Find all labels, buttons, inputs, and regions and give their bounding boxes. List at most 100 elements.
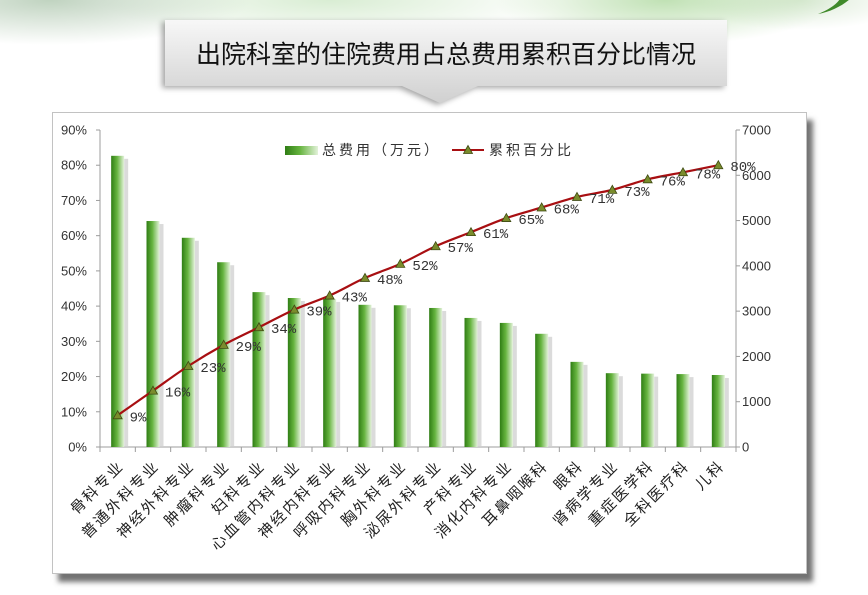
bar-shadow [583,364,588,447]
data-label: 23% [200,361,226,377]
bar [641,373,655,447]
line-marker [253,321,265,332]
right-axis-tick-label: 0 [742,440,749,455]
line-marker [501,212,512,222]
page-title: 出院科室的住院费用占总费用累积百分比情况 [195,40,696,69]
axes: 0% 10% 20% 30% 40% 50% 60% 70% 80% 90% 0 1000 2000 30… [61,123,771,455]
bar [358,304,372,447]
left-axis-tick-label: 90% [61,123,87,138]
left-axis-tick-label: 40% [61,299,87,314]
bar [181,237,195,447]
left-axis-tick-label: 30% [61,334,87,349]
left-axis-tick-label: 0% [68,440,87,455]
bar [393,305,407,447]
bar [217,262,231,447]
bar [499,322,513,447]
bar [605,373,619,447]
line-marker [289,304,300,314]
left-axis-tick-label: 10% [61,404,87,419]
category-label: 儿科 [691,457,728,494]
legend: 总费用（万元） 累积百分比 [285,143,571,159]
right-axis-tick-label: 3000 [742,304,771,319]
line-marker [677,166,689,177]
right-axis-tick-label: 2000 [742,349,771,364]
bar-shadow [477,320,482,447]
bar [464,317,478,447]
bar [146,221,160,447]
title-banner-shape [165,20,727,103]
left-axis-tick-label: 20% [61,369,87,384]
bar [570,361,584,447]
line-marker [713,159,724,170]
bar [287,298,301,447]
bar-shadow [724,377,729,447]
bar [535,333,549,447]
bar-shadow [512,325,517,447]
data-label: 43% [342,291,368,307]
line-marker [430,240,441,251]
data-label: 73% [624,185,650,201]
line-marker [324,290,335,300]
data-label: 48% [377,273,403,289]
line-marker [607,184,618,194]
left-axis-tick-label: 60% [61,228,87,243]
bar-shadow [406,308,411,447]
legend-triangle-marker [462,144,474,154]
data-label: 78% [695,167,721,183]
bar [711,374,725,447]
line-marker [218,339,229,349]
right-axis-tick-label: 5000 [742,213,771,228]
bar [252,292,266,447]
data-label: 34% [271,322,297,338]
bar-shadow [618,376,623,447]
leaf-icon [818,0,849,14]
line-marker [147,385,159,395]
bar-shadow [442,310,447,447]
bar-series [111,155,729,447]
bar-shadow [194,240,199,447]
line-marker [183,360,194,370]
bar-shadow [371,307,376,447]
data-label: 57% [448,241,474,257]
data-label: 52% [412,259,438,275]
right-axis-tick-label: 1000 [742,394,771,409]
data-label: 16% [165,386,191,402]
left-axis-tick-label: 50% [61,263,87,278]
data-label: 68% [554,202,580,218]
data-label: 80% [730,160,756,176]
category-labels: 骨科专业普通外科专业神经外科专业肿瘤科专业妇科专业心血管内科专业神经内科专业呼吸… [67,457,728,554]
data-label: 76% [660,174,686,190]
data-label: 29% [236,340,262,356]
line-marker [395,258,406,268]
bar-shadow [548,336,553,447]
bar-shadow [689,377,694,447]
line-marker [571,191,583,201]
legend-label-bar: 总费用（万元） [322,143,441,159]
bar [323,298,337,447]
title-banner [165,20,727,103]
data-label: 9% [130,410,147,426]
left-axis-tick-label: 70% [61,193,87,208]
bar-shadow [265,295,270,447]
bar-shadow [124,158,129,447]
leaf-shape [818,0,849,14]
line-marker [359,272,371,282]
legend-bar-swatch [285,146,318,155]
bar [429,307,443,447]
line-marker [642,173,653,184]
right-axis-tick-label: 4000 [742,258,771,273]
bar [111,155,125,447]
bar-shadow [159,224,164,447]
line-marker [536,202,547,212]
right-axis-tick-label: 7000 [742,123,771,138]
cumulative-line [117,164,719,417]
data-labels: 9% 16% 23% 29% 34% 39% 43% 48% 52% 57% 61% 65% 68% 71… [130,160,756,426]
data-label: 65% [518,213,544,229]
bar-shadow [654,376,659,447]
right-axis-tick-label: 6000 [742,168,771,183]
data-label: 71% [589,192,615,208]
bar-shadow [336,301,341,447]
bar-shadow [230,265,235,447]
data-label: 61% [483,227,509,243]
left-axis-tick-label: 80% [61,158,87,173]
